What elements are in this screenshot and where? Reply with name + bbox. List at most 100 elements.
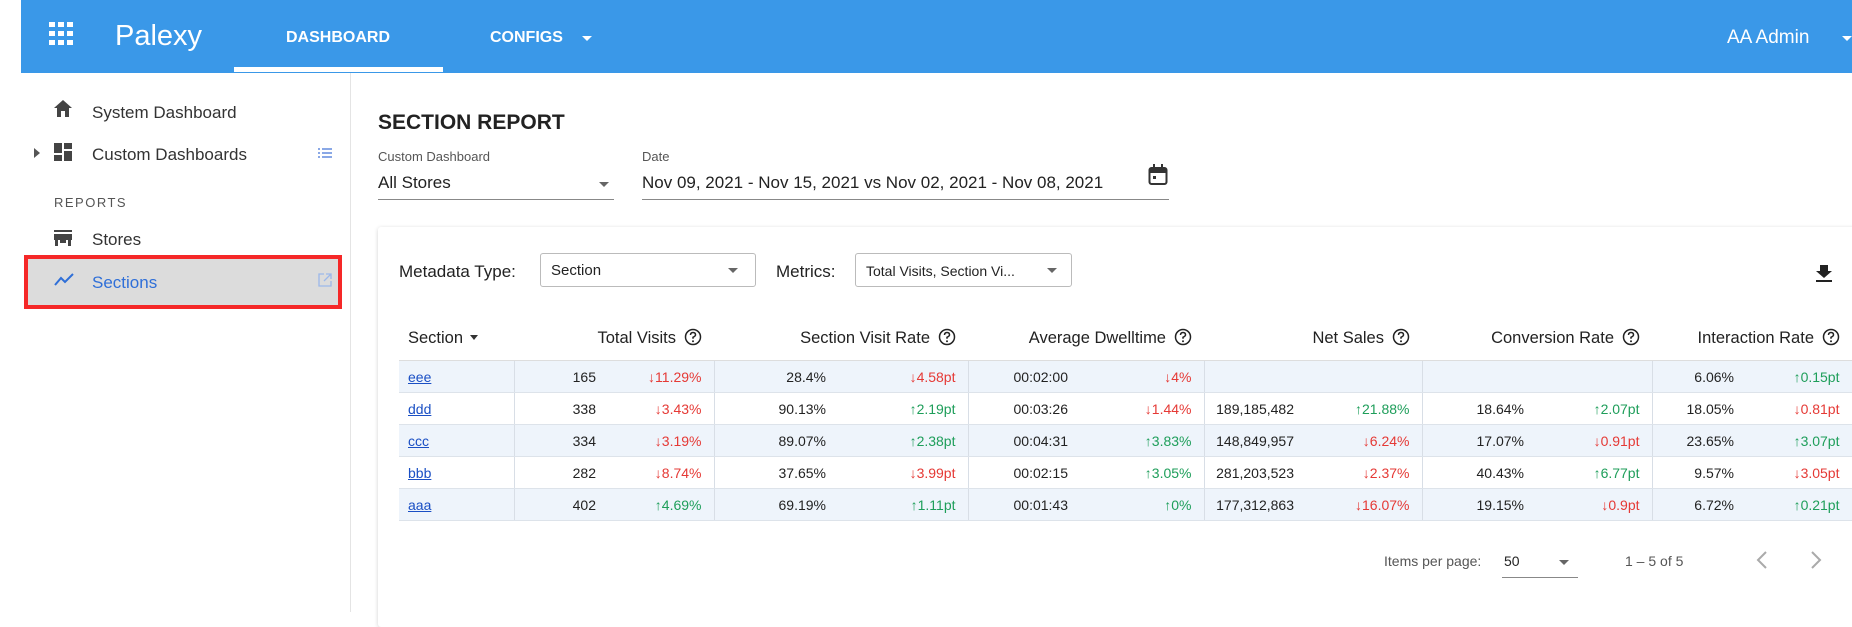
help-icon[interactable] <box>1622 328 1640 346</box>
metric-change: ↓3.99pt <box>844 456 969 489</box>
help-icon[interactable] <box>938 328 956 346</box>
nav-item[interactable]: Custom Dashboards <box>92 145 247 164</box>
metric-value: 338 <box>514 392 614 425</box>
page-size-value[interactable]: 50 <box>1504 553 1520 569</box>
metric-value: 40.43% <box>1422 456 1542 489</box>
help-icon[interactable] <box>1174 328 1192 346</box>
page-size-label: Items per page: <box>1384 553 1482 569</box>
next-page[interactable] <box>1810 551 1822 569</box>
metric-value: 18.05% <box>1652 392 1752 425</box>
metric-value: 37.65% <box>714 456 844 489</box>
empty-cell <box>1422 360 1653 393</box>
metric-change: ↓0.81pt <box>1752 392 1852 425</box>
metric-change: ↑0% <box>1086 488 1205 521</box>
nav-item-active[interactable]: Sections <box>92 273 158 292</box>
calendar-icon[interactable] <box>1148 164 1168 186</box>
metric-change: ↓3.19% <box>614 424 715 457</box>
download-icon[interactable] <box>1816 265 1832 283</box>
report-table: Section Total Visits Section Visit Rate Ave… <box>399 316 1852 521</box>
metric-value: 9.57% <box>1652 456 1752 489</box>
metric-change: ↓1.44% <box>1086 392 1205 425</box>
dashboard-icon <box>54 143 72 161</box>
metric-change: ↑2.07pt <box>1542 392 1653 425</box>
dropdown-arrow <box>582 36 592 41</box>
metric-change: ↑3.83% <box>1086 424 1205 457</box>
metric-value: 89.07% <box>714 424 844 457</box>
section-cell: aaa <box>399 488 515 521</box>
page-range: 1 – 5 of 5 <box>1625 553 1684 569</box>
table-row: ddd 338 ↓3.43% 90.13% ↑2.19pt 00:03:26 ↓1.44% 1… <box>399 392 1852 425</box>
metric-value: 281,203,523 <box>1204 456 1312 489</box>
metric-value: 17.07% <box>1422 424 1542 457</box>
section-link[interactable]: aaa <box>408 496 432 513</box>
apps-icon[interactable] <box>49 22 75 52</box>
column-header: Section Visit Rate <box>714 316 968 361</box>
expand-arrow[interactable] <box>33 147 41 159</box>
header-text: Average Dwelltime <box>1028 329 1166 347</box>
header-text: Conversion Rate <box>1491 329 1614 347</box>
tab-dashboard[interactable]: DASHBOARD <box>286 29 390 46</box>
metric-value: 00:01:43 <box>968 488 1086 521</box>
help-icon[interactable] <box>1822 328 1840 346</box>
select-value[interactable]: All Stores <box>378 173 451 192</box>
column-header: Conversion Rate <box>1422 316 1652 361</box>
metric-value: 00:02:15 <box>968 456 1086 489</box>
metadata-label: Metadata Type: <box>399 262 516 281</box>
metric-value: 6.06% <box>1652 360 1752 393</box>
metric-change: ↑4.69% <box>614 488 715 521</box>
header-row: Section Total Visits Section Visit Rate Ave… <box>399 316 1852 361</box>
metric-change: ↓3.43% <box>614 392 715 425</box>
table-row: aaa 402 ↑4.69% 69.19% ↑1.11pt 00:01:43 ↑0% 177,… <box>399 488 1852 521</box>
open-icon[interactable] <box>318 273 332 287</box>
metric-value: 90.13% <box>714 392 844 425</box>
metric-value: 69.19% <box>714 488 844 521</box>
section-link[interactable]: bbb <box>408 464 432 481</box>
underline <box>642 199 1169 200</box>
section-link[interactable]: ddd <box>408 400 432 417</box>
header-text: Interaction Rate <box>1697 329 1814 347</box>
metric-change: ↑0.21pt <box>1752 488 1852 521</box>
header-text: Total Visits <box>597 329 676 347</box>
section-link[interactable]: eee <box>408 368 432 385</box>
metric-change: ↓6.24% <box>1312 424 1423 457</box>
metric-value: 165 <box>514 360 614 393</box>
underline <box>1502 577 1578 578</box>
date-value[interactable]: Nov 09, 2021 - Nov 15, 2021 vs Nov 02, 2… <box>642 173 1104 192</box>
metric-change: ↑3.07pt <box>1752 424 1852 457</box>
metrics-label: Metrics: <box>776 262 836 281</box>
help-icon[interactable] <box>684 328 702 346</box>
metric-value: 177,312,863 <box>1204 488 1312 521</box>
metric-change: ↓4% <box>1086 360 1205 393</box>
metric-change: ↓11.29% <box>614 360 715 393</box>
list-icon[interactable] <box>318 148 332 158</box>
section-cell: bbb <box>399 456 515 489</box>
section-label: REPORTS <box>54 195 128 210</box>
metric-value: 334 <box>514 424 614 457</box>
metric-change: ↓0.91pt <box>1542 424 1653 457</box>
column-header[interactable]: Section <box>399 316 514 361</box>
brand[interactable]: Palexy <box>115 20 203 52</box>
table-row: eee 165 ↓11.29% 28.4% ↓4.58pt 00:02:00 ↓4% 6.06… <box>399 360 1852 393</box>
nav-item[interactable]: Stores <box>92 230 142 249</box>
prev-page[interactable] <box>1756 551 1768 569</box>
dropdown-arrow <box>728 268 738 273</box>
section-cell: eee <box>399 360 515 393</box>
metrics-select[interactable]: Total Visits, Section Vi... <box>855 253 1072 287</box>
metric-change: ↑3.05% <box>1086 456 1205 489</box>
report-card: Metadata Type: Section Metrics: Total Vi… <box>378 227 1852 627</box>
metadata-select[interactable]: Section <box>540 253 756 287</box>
metric-change: ↓0.9pt <box>1542 488 1653 521</box>
metric-value: 402 <box>514 488 614 521</box>
header-text: Net Sales <box>1312 329 1384 347</box>
section-link[interactable]: ccc <box>408 432 429 449</box>
top-bar: Palexy DASHBOARD CONFIGS AA Admin <box>21 0 1852 73</box>
column-header: Average Dwelltime <box>968 316 1204 361</box>
tab-configs[interactable]: CONFIGS <box>490 29 563 46</box>
metric-change: ↓16.07% <box>1312 488 1423 521</box>
page-title: SECTION REPORT <box>378 111 565 134</box>
help-icon[interactable] <box>1392 328 1410 346</box>
table-row: ccc 334 ↓3.19% 89.07% ↑2.38pt 00:04:31 ↑3.83% 1… <box>399 424 1852 457</box>
nav-item[interactable]: System Dashboard <box>92 103 237 122</box>
metric-change: ↓3.05pt <box>1752 456 1852 489</box>
user-menu[interactable]: AA Admin <box>1727 27 1810 48</box>
